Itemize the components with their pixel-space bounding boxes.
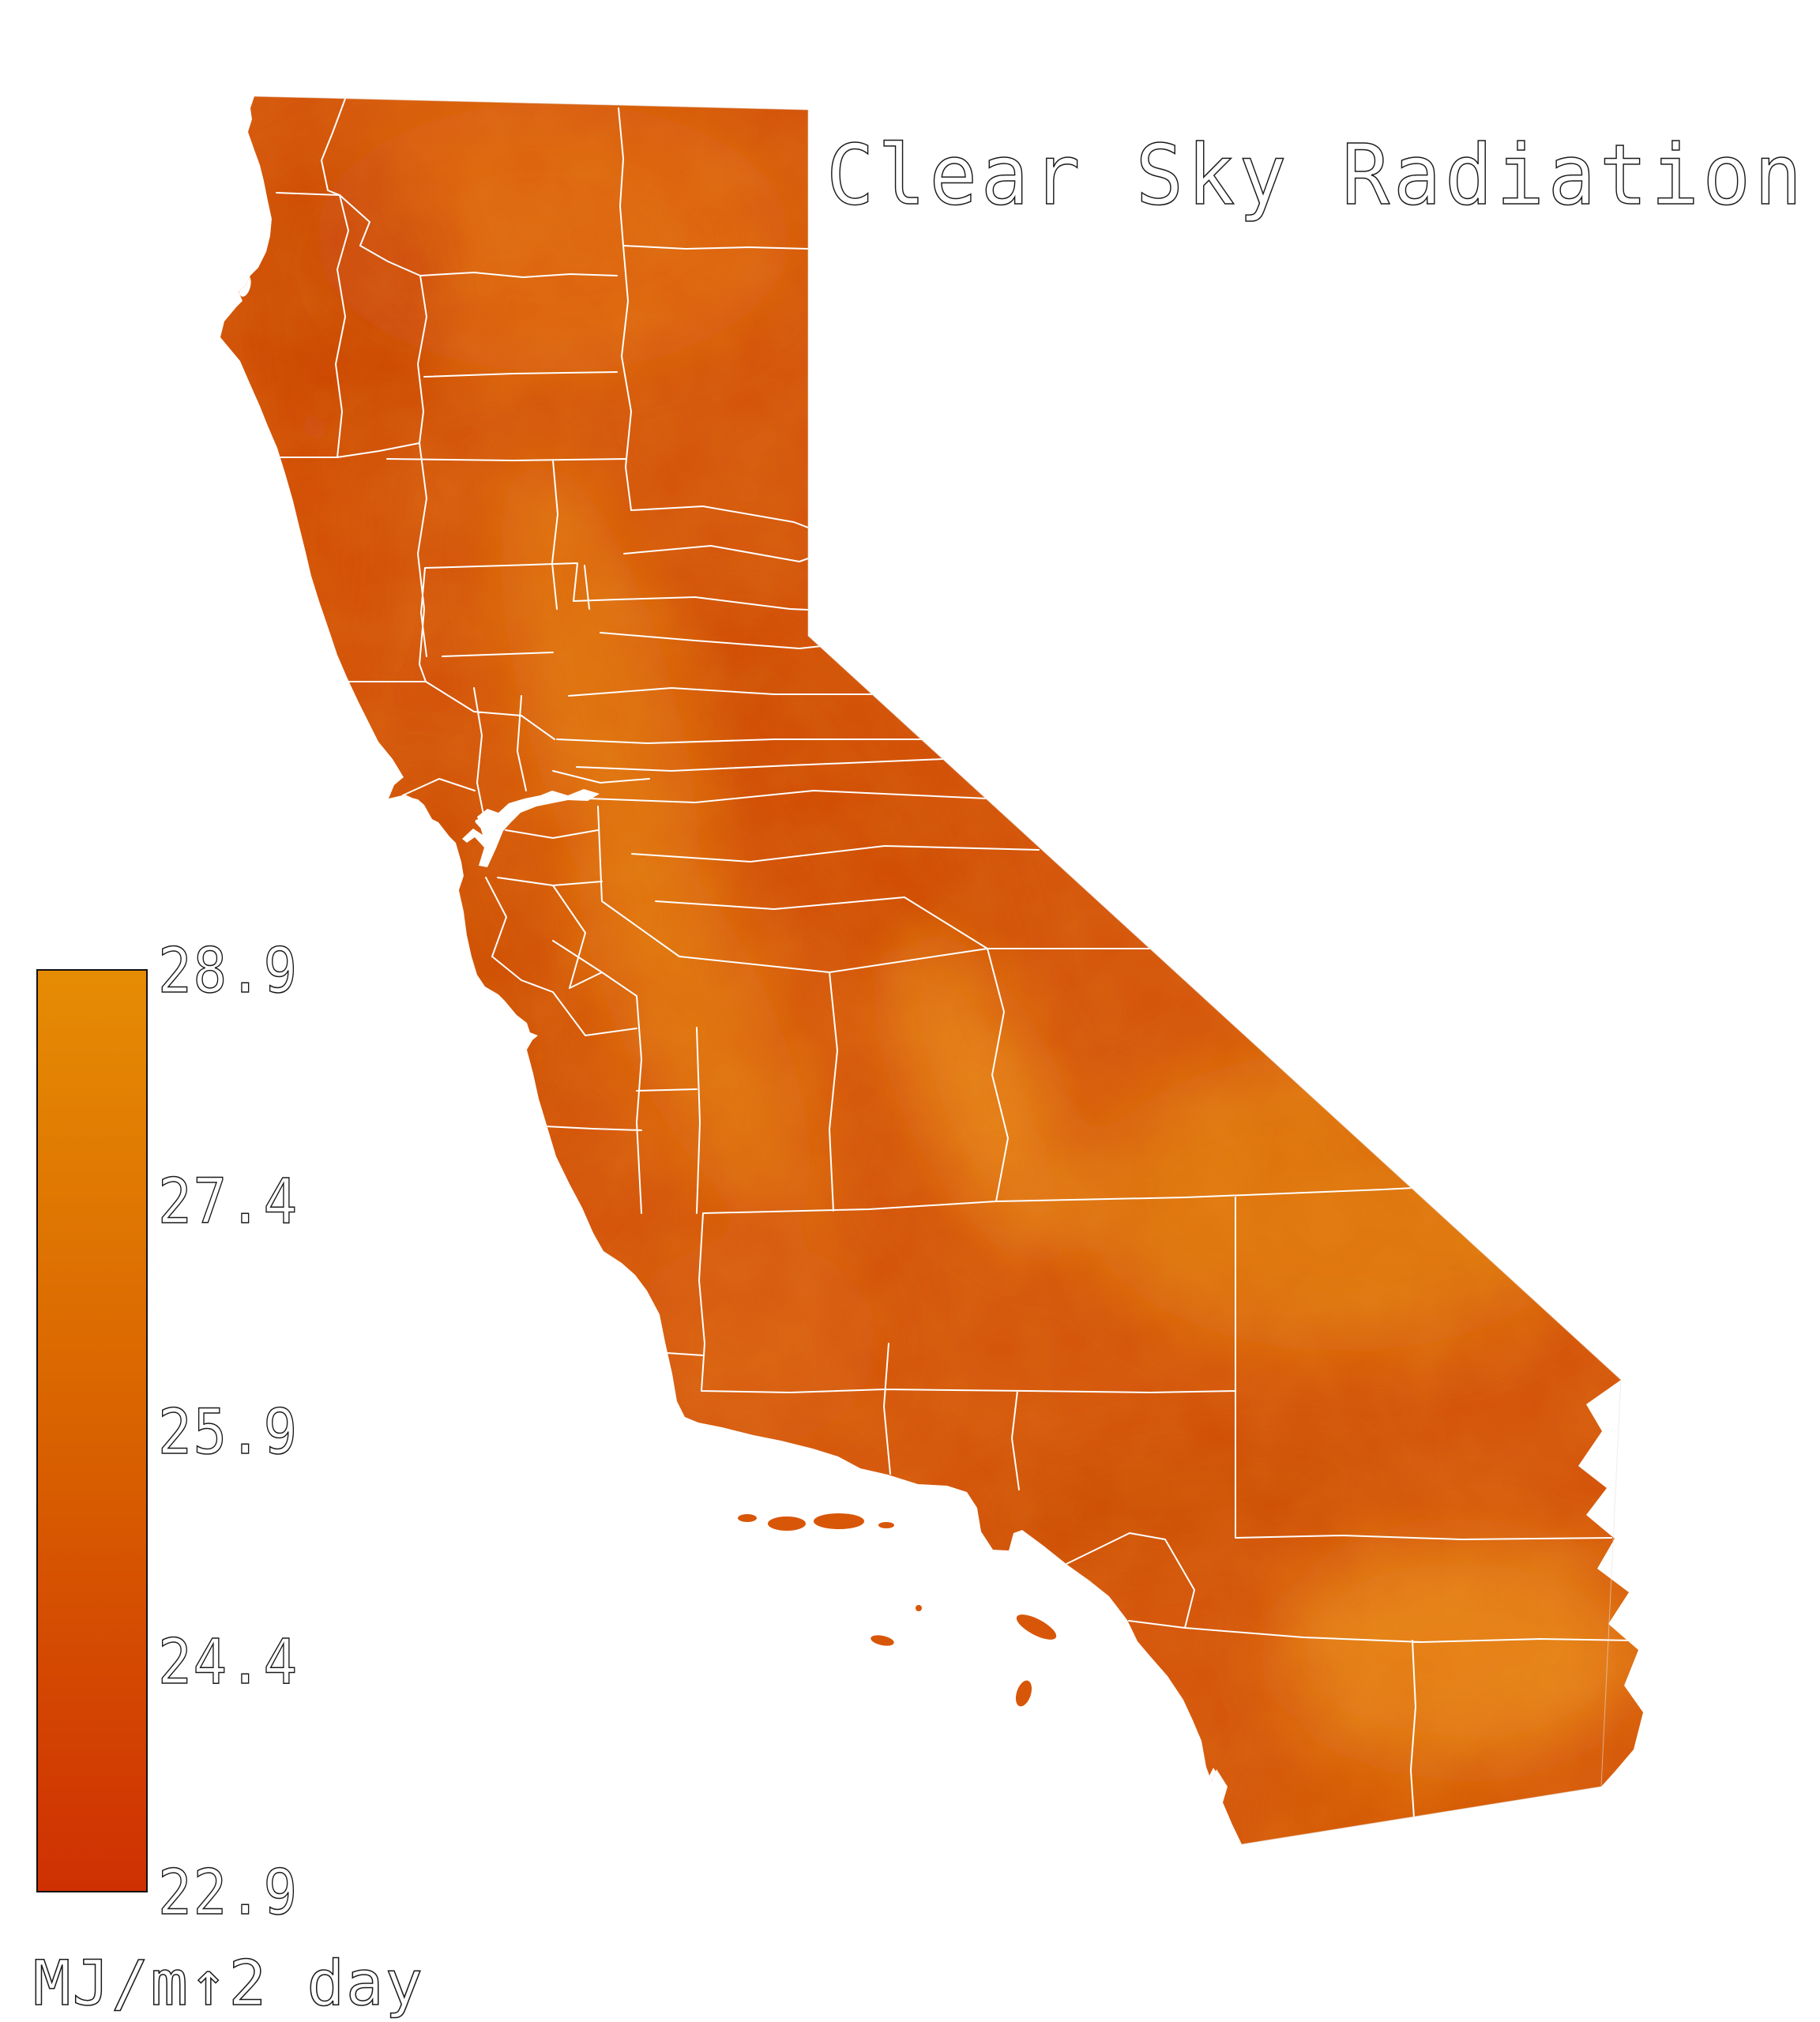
sf-bay <box>462 789 600 867</box>
county-borders <box>276 98 1634 1818</box>
colorbar-gradient <box>36 969 148 1892</box>
tick-label-min: 22.9 <box>158 1858 299 1929</box>
colorbar-tick-labels: 28.9 27.4 25.9 24.4 22.9 <box>157 935 299 1930</box>
colorbar-units-label: MJ/m↑2 day <box>33 1949 424 2020</box>
tick-label-2: 27.4 <box>158 1167 299 1238</box>
tick-label-mid: 25.9 <box>158 1397 299 1468</box>
channel-islands <box>738 1513 1057 1707</box>
plot-title: Clear Sky Radiation <box>826 127 1806 224</box>
colorbar: 28.9 27.4 25.9 24.4 22.9 MJ/m↑2 day <box>32 935 424 2020</box>
tick-label-4: 24.4 <box>158 1627 299 1698</box>
tick-label-max: 28.9 <box>158 936 299 1007</box>
state-outline <box>254 96 1622 1845</box>
